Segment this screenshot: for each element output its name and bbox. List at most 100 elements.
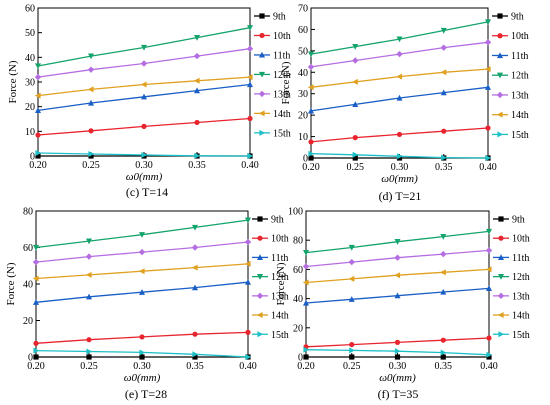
data-point: [485, 266, 492, 273]
y-tick-label: 40: [25, 53, 35, 64]
legend-label: 12th: [271, 272, 289, 283]
data-point: [303, 250, 309, 256]
series-12th: [303, 228, 492, 256]
data-point: [88, 99, 94, 106]
legend-marker: [257, 254, 263, 261]
data-point: [303, 299, 309, 306]
data-point: [485, 155, 492, 161]
data-point: [192, 284, 198, 291]
legend-marker: [497, 131, 504, 138]
series-10th: [308, 125, 491, 145]
data-point: [485, 84, 491, 90]
y-tick-label: 50: [25, 28, 35, 39]
y-tick-label: 20: [298, 111, 308, 122]
legend-label: 11th: [511, 51, 528, 62]
series-11th: [308, 84, 491, 114]
data-point: [485, 247, 493, 254]
y-tick-label: 60: [298, 25, 308, 36]
data-point: [245, 329, 251, 335]
y-tick-label: 10: [25, 127, 35, 138]
data-point: [440, 44, 447, 51]
data-point: [308, 155, 314, 161]
series-14th: [32, 260, 251, 282]
legend-marker: [497, 33, 503, 39]
x-tick-label: 0.20: [29, 160, 47, 171]
data-point: [86, 348, 93, 355]
legend: 9th 10th 11th 12th 13th 14th 15th: [492, 12, 529, 141]
legend-label: 12th: [273, 70, 291, 81]
x-tick-label: 0.35: [186, 361, 204, 372]
legend: 9th 10th 11th 12th 13th 14th 15th: [493, 215, 530, 341]
data-point: [440, 27, 447, 34]
x-axis-label: ω0(mm): [381, 173, 418, 185]
data-point: [486, 228, 492, 235]
legend-label: 13th: [271, 291, 289, 302]
data-point: [303, 346, 310, 353]
legend-label: 9th: [273, 12, 286, 23]
data-point: [194, 152, 201, 159]
y-tick-label: 80: [293, 236, 303, 247]
data-point: [486, 285, 492, 291]
data-point: [33, 299, 39, 305]
data-point: [141, 93, 147, 100]
legend-label: 9th: [271, 215, 284, 226]
y-tick-label: 40: [23, 280, 33, 291]
data-point: [193, 77, 200, 84]
x-tick-label: 0.30: [135, 160, 153, 171]
data-point: [441, 128, 447, 134]
legend-label: 15th: [511, 130, 529, 141]
data-point: [440, 288, 447, 295]
legend-label: 11th: [273, 50, 290, 61]
data-point: [349, 347, 355, 354]
data-point: [396, 153, 403, 160]
y-tick-label: 0: [303, 154, 308, 165]
legend-label: 10th: [512, 234, 530, 245]
data-point: [352, 57, 359, 64]
data-point: [140, 81, 147, 88]
x-tick-label: 0.40: [480, 361, 498, 372]
x-tick-label: 0.20: [27, 361, 45, 372]
x-axis-label: ω0(mm): [379, 372, 416, 384]
x-axis-label: ω0(mm): [126, 171, 163, 183]
legend-marker: [497, 52, 503, 59]
data-point: [192, 224, 198, 231]
data-point: [88, 153, 94, 159]
data-point: [86, 354, 92, 360]
y-tick-label: 20: [293, 323, 303, 334]
series-12th: [33, 217, 251, 251]
data-point: [86, 238, 92, 245]
y-axis-label: Force (N): [5, 262, 17, 305]
data-point: [485, 125, 491, 131]
data-point: [192, 351, 199, 358]
legend-marker: [496, 111, 503, 118]
legend-marker: [497, 13, 503, 19]
data-point: [302, 279, 309, 286]
series-14th: [302, 266, 492, 286]
x-tick-label: 0.20: [302, 162, 320, 173]
x-tick-label: 0.35: [435, 162, 453, 173]
data-point: [139, 334, 145, 340]
data-point: [247, 153, 254, 159]
legend: 9th 10th 11th 12th 13th 14th 15th: [252, 215, 289, 341]
legend-marker: [259, 71, 265, 78]
legend-label: 10th: [511, 31, 529, 42]
data-point: [34, 92, 41, 99]
data-point: [394, 292, 401, 299]
legend-marker: [498, 274, 504, 280]
data-point: [396, 36, 403, 43]
data-point: [308, 150, 315, 157]
legend-marker: [259, 13, 265, 19]
x-tick-label: 0.40: [241, 160, 259, 171]
legend-marker: [496, 91, 504, 99]
x-tick-label: 0.20: [297, 361, 315, 372]
data-point: [247, 25, 253, 31]
data-point: [352, 78, 358, 85]
legend-label: 12th: [512, 272, 530, 283]
data-point: [486, 335, 492, 341]
legend-label: 13th: [512, 291, 530, 302]
series-15th: [308, 150, 492, 161]
y-tick-label: 30: [298, 89, 308, 100]
x-tick-label: 0.35: [435, 361, 453, 372]
data-point: [440, 250, 447, 258]
